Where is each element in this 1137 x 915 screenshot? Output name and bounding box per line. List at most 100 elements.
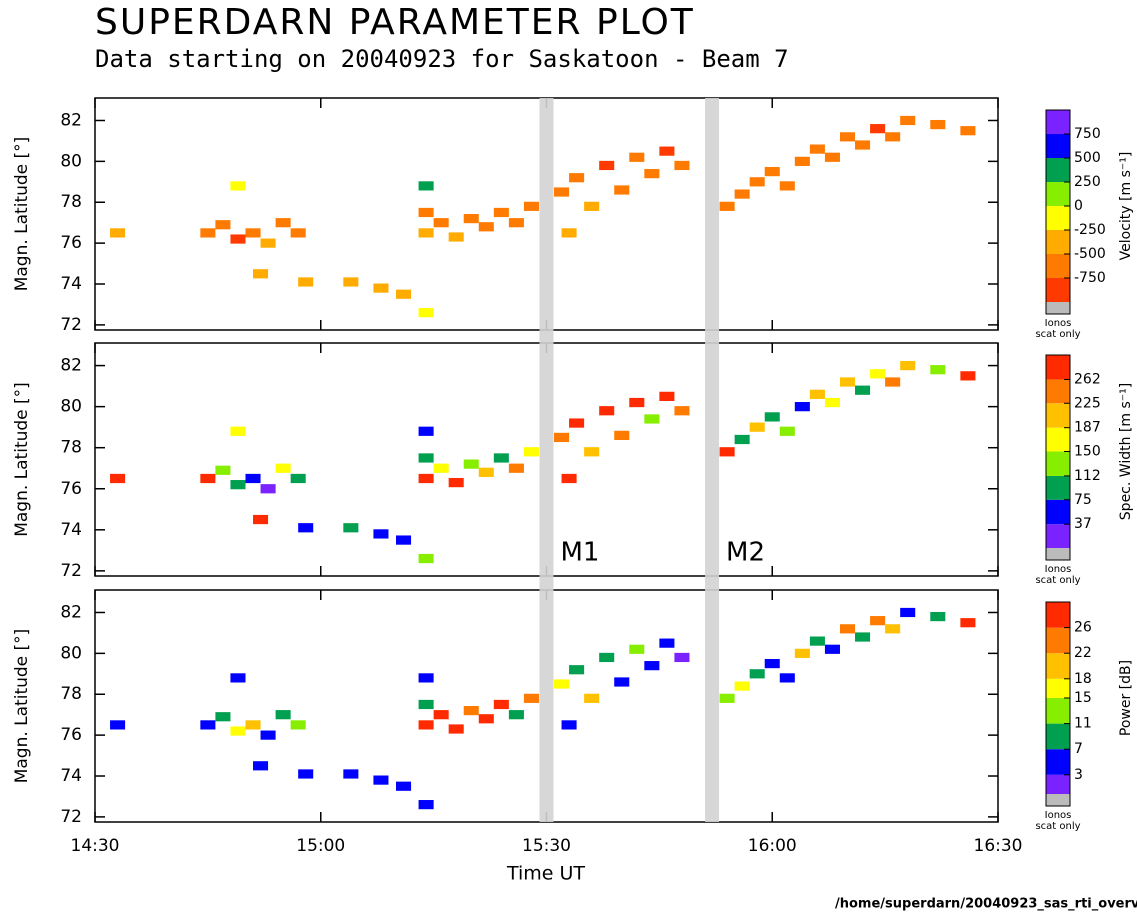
data-cell <box>200 228 216 238</box>
colorbar-tick-label: 26 <box>1074 620 1092 636</box>
x-axis-label: Time UT <box>506 863 585 885</box>
colorbar-bin <box>1046 278 1070 302</box>
marker-label: M2 <box>726 538 765 568</box>
colorbar-tick-label: -750 <box>1074 270 1106 286</box>
data-cell <box>418 699 434 710</box>
colorbar-frame <box>1045 601 1071 807</box>
colorbar-bin <box>1046 355 1070 380</box>
data-cell <box>734 681 750 691</box>
y-axis-label: Magn. Latitude [°] <box>12 382 32 537</box>
y-tick-label: 76 <box>60 233 82 253</box>
data-cell <box>554 187 570 197</box>
data-cell <box>433 218 449 228</box>
colorbar-bin <box>1046 403 1070 428</box>
data-cell <box>493 699 509 710</box>
data-cell <box>855 140 871 150</box>
colorbar-tick-label: -250 <box>1074 222 1106 238</box>
data-cell <box>809 636 825 646</box>
data-cell <box>523 201 539 211</box>
data-cell <box>599 652 615 663</box>
colorbar-bin <box>1046 723 1070 750</box>
data-cell <box>960 126 976 136</box>
colorbar-tick-label: 15 <box>1074 690 1092 706</box>
colorbar-bin <box>1046 254 1070 278</box>
data-cell <box>794 648 810 658</box>
data-cell <box>839 377 856 387</box>
data-cell <box>275 463 291 473</box>
colorbar-bin <box>1046 774 1070 794</box>
data-cell <box>885 624 901 634</box>
data-cell <box>253 514 269 525</box>
colorbar-bin <box>1046 602 1070 628</box>
y-tick-label: 80 <box>60 643 82 663</box>
colorbar-bin <box>1046 134 1070 158</box>
data-cell <box>418 308 434 318</box>
data-cell <box>930 365 946 375</box>
data-cell <box>674 160 690 171</box>
data-cell <box>463 214 479 224</box>
data-cell <box>764 412 780 422</box>
data-cell <box>674 406 690 416</box>
colorbar-tick-label: 150 <box>1074 444 1101 460</box>
colorbar-tick-label: 250 <box>1074 174 1101 190</box>
data-cell <box>794 402 810 412</box>
data-cell <box>554 679 570 689</box>
data-cell <box>930 119 946 130</box>
data-cell <box>110 720 126 730</box>
colorbar-bin <box>1046 678 1070 698</box>
data-cell <box>764 658 780 669</box>
colorbar-tick-label: 22 <box>1074 645 1092 661</box>
data-cell <box>230 234 246 244</box>
data-cell <box>230 181 246 191</box>
no-data-label: Ionos scat only <box>1035 564 1080 586</box>
data-cell <box>749 669 765 679</box>
data-cell <box>298 523 314 533</box>
colorbar-tick-label: 500 <box>1074 150 1101 166</box>
data-cell <box>719 693 735 703</box>
data-cell <box>659 638 675 648</box>
data-cell <box>463 706 479 716</box>
y-tick-label: 74 <box>60 520 82 540</box>
y-tick-label: 76 <box>60 479 82 499</box>
colorbar-tick-label: 112 <box>1074 468 1101 484</box>
colorbar-bin <box>1046 427 1070 452</box>
data-cell <box>418 720 434 730</box>
data-cell <box>855 632 871 642</box>
data-cell <box>900 115 916 126</box>
data-cell <box>448 232 464 242</box>
colorbar-label: Spec. Width [m s⁻¹] <box>1118 383 1134 520</box>
y-tick-label: 76 <box>60 725 82 745</box>
colorbar-tick-label: 18 <box>1074 671 1092 687</box>
colorbar-label: Velocity [m s⁻¹] <box>1118 152 1134 261</box>
data-cell <box>396 289 412 299</box>
data-cell <box>584 447 600 457</box>
colorbar-bin <box>1046 499 1070 525</box>
data-cell <box>523 447 539 457</box>
data-cell <box>418 228 434 238</box>
data-cell <box>343 523 359 533</box>
data-cell <box>870 616 886 626</box>
data-cell <box>433 710 449 720</box>
y-tick-label: 82 <box>60 356 82 376</box>
data-cell <box>478 714 494 724</box>
data-cell <box>275 710 291 720</box>
data-cell <box>809 144 825 154</box>
data-cell <box>215 465 231 475</box>
data-cell <box>418 207 434 218</box>
data-cell <box>644 169 660 179</box>
data-cell <box>493 453 509 463</box>
colorbar-bin <box>1046 379 1070 404</box>
no-data-swatch <box>1046 794 1070 806</box>
data-cell <box>644 661 660 671</box>
data-cell <box>290 473 306 484</box>
data-cell <box>418 473 434 484</box>
data-cell <box>343 277 359 287</box>
y-tick-label: 78 <box>60 684 82 704</box>
data-cell <box>885 377 901 387</box>
data-cell <box>418 800 434 810</box>
no-data-swatch <box>1046 302 1070 314</box>
data-cell <box>719 201 735 211</box>
colorbar-bin <box>1046 110 1070 134</box>
data-cell <box>373 283 389 293</box>
colorbar-tick-label: 7 <box>1074 741 1083 757</box>
